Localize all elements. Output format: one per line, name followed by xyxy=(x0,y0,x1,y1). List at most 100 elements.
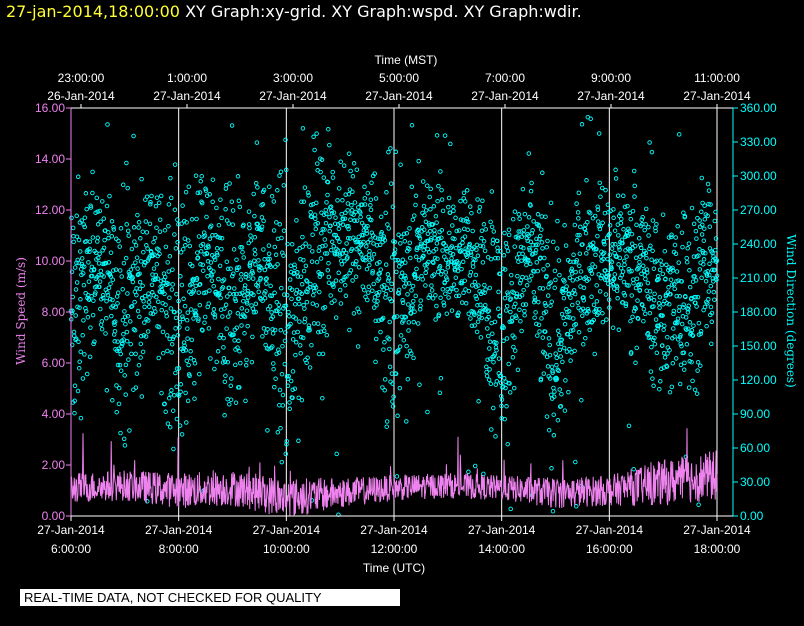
wdir-point xyxy=(202,233,208,238)
wdir-point xyxy=(470,264,476,269)
wdir-point xyxy=(177,309,182,314)
wdir-point xyxy=(149,193,154,199)
wdir-point xyxy=(272,384,277,390)
wdir-point xyxy=(659,366,664,372)
wdir-point xyxy=(305,190,311,195)
wdir-point xyxy=(231,247,237,252)
wdir-point xyxy=(244,299,249,304)
wdir-point xyxy=(383,262,389,267)
wdir-point xyxy=(479,235,484,241)
wdir-point xyxy=(101,245,107,251)
wdir-point xyxy=(684,342,690,347)
wdir-point xyxy=(362,184,367,190)
wdir-point xyxy=(519,328,524,334)
wdir-point xyxy=(80,376,86,381)
wdir-point xyxy=(272,327,278,333)
wdir-point xyxy=(357,309,362,315)
wdir-point xyxy=(141,249,146,255)
wdir-point xyxy=(327,214,332,220)
wdir-point xyxy=(451,208,456,214)
wdir-point xyxy=(388,181,394,186)
wdir-point xyxy=(348,217,353,222)
wdir-point xyxy=(286,374,291,379)
wdir-point xyxy=(651,266,657,271)
wdir-point xyxy=(245,295,251,300)
wdir-point xyxy=(699,275,704,281)
wdir-point xyxy=(197,302,203,308)
wdir-point xyxy=(235,174,241,179)
wdir-point xyxy=(382,238,388,243)
wdir-point xyxy=(631,466,636,472)
wdir-point xyxy=(394,474,400,479)
wdir-point xyxy=(501,338,506,344)
wdir-point xyxy=(294,218,299,223)
wdir-point xyxy=(710,267,715,273)
wdir-point xyxy=(664,364,670,369)
wdir-point xyxy=(485,357,490,362)
wdir-point xyxy=(222,413,227,418)
wdir-point xyxy=(336,186,342,191)
wdir-point xyxy=(598,194,603,199)
wdir-point xyxy=(477,204,483,210)
wdir-point xyxy=(378,329,383,335)
wdir-point xyxy=(253,262,258,267)
wdir-point xyxy=(558,341,564,347)
wdir-point xyxy=(616,327,622,333)
wdir-point xyxy=(446,195,452,201)
wdir-point xyxy=(674,293,679,299)
wdir-point xyxy=(632,194,637,199)
wdir-point xyxy=(181,296,186,302)
wdir-point xyxy=(271,361,276,366)
wdir-point xyxy=(238,245,243,250)
wdir-point xyxy=(162,228,168,233)
wdir-point xyxy=(410,283,416,289)
wdir-point xyxy=(665,334,670,340)
wdir-point xyxy=(275,430,281,435)
wdir-point xyxy=(369,256,375,261)
wdir-point xyxy=(432,228,437,233)
wdir-point xyxy=(491,359,496,365)
wdir-point xyxy=(574,238,580,243)
wdir-point xyxy=(428,237,434,243)
wdir-point xyxy=(198,262,203,267)
wdir-point xyxy=(616,262,621,267)
wdir-point xyxy=(364,231,370,236)
wdir-point xyxy=(500,385,505,390)
wdir-point xyxy=(396,287,402,293)
wdir-point xyxy=(120,317,126,323)
wdir-point xyxy=(646,233,651,238)
wdir-point xyxy=(559,337,564,343)
wdir-point xyxy=(304,299,310,305)
wdir-point xyxy=(450,223,455,228)
wdir-point xyxy=(426,259,431,265)
wdir-point xyxy=(279,235,284,241)
wdir-point xyxy=(556,258,562,263)
wdir-point xyxy=(408,255,413,261)
wdir-point xyxy=(420,277,425,282)
wdir-point xyxy=(111,227,117,232)
timestamp: 27-jan-2014,18:00:00 xyxy=(6,2,180,21)
wdir-point xyxy=(346,226,351,232)
wdir-point xyxy=(239,323,244,328)
wdir-point xyxy=(543,303,548,308)
wdir-point xyxy=(135,212,140,218)
wdir-point xyxy=(584,178,589,183)
wdir-point xyxy=(144,194,150,199)
wdir-point xyxy=(320,395,325,401)
wdir-point xyxy=(345,255,350,260)
wdir-point xyxy=(473,284,479,289)
wdir-point xyxy=(401,231,407,237)
wdir-point xyxy=(571,316,576,321)
wdir-point xyxy=(372,171,377,176)
wdir-point xyxy=(300,244,305,249)
wdir-point xyxy=(137,271,142,276)
wdir-point xyxy=(280,343,285,349)
wdir-point xyxy=(491,405,496,411)
wdir-point xyxy=(315,161,320,166)
wdir-point xyxy=(713,247,718,253)
wdir-point xyxy=(454,293,459,299)
wdir-point xyxy=(241,255,246,260)
wdir-point xyxy=(421,203,427,209)
wdir-point xyxy=(472,312,477,317)
